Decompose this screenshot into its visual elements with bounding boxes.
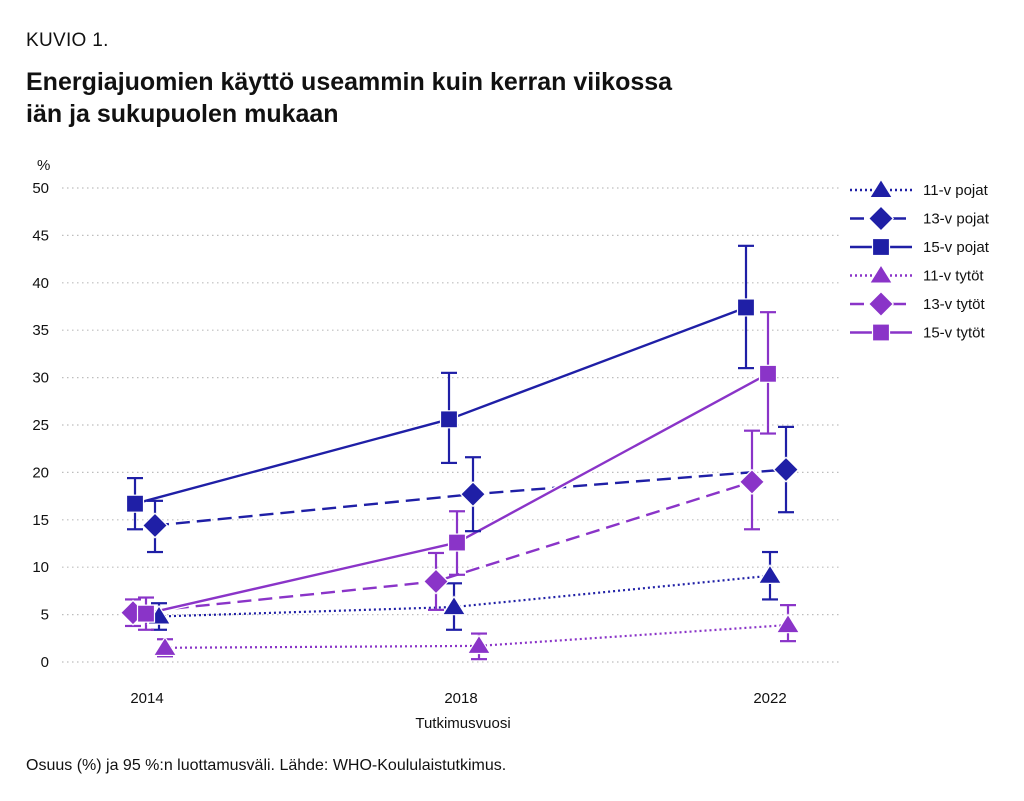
series-line-11-v-tytöt [164,623,789,649]
legend-triangle-icon [868,263,894,284]
data-point-15-v-tytöt [758,364,778,383]
data-point-13-v-tytöt [738,468,766,495]
y-tick-label: 5 [41,607,49,624]
x-tick-label: 2014 [130,690,163,707]
legend-item: 13-v tytöt [850,290,986,318]
figure-label: KUVIO 1. [26,30,109,51]
series-layer [119,244,801,661]
y-tick-label: 0 [41,654,49,671]
legend-item: 11-v pojat [850,178,989,199]
y-axis: % 0 5 10 15 20 25 30 35 40 45 50 [32,157,50,671]
data-point-15-v-tytöt [136,604,156,623]
data-point-13-v-pojat [459,481,487,508]
y-tick-label: 15 [32,512,49,529]
legend-diamond-icon [867,205,895,232]
legend-label: 15-v tytöt [923,325,986,342]
series-line-halo [134,305,747,507]
series-line-15-v-pojat [134,306,747,505]
y-tick-label: 10 [32,559,49,576]
legend-square-icon [871,323,891,342]
data-point-13-v-pojat [772,456,800,483]
legend-triangle-icon [868,178,894,199]
chart-title-line-2: iän ja sukupuolen mukaan [26,100,339,128]
y-tick-label: 40 [32,275,49,292]
legend-diamond-icon [867,290,895,318]
data-point-13-v-tytöt [422,568,450,595]
data-point-15-v-tytöt [447,533,467,552]
y-tick-label: 50 [32,180,49,197]
chart-title: Energiajuomien käyttö useammin kuin kerr… [26,66,672,130]
x-axis-title: Tutkimusvuosi [415,715,510,732]
legend: 11-v pojat 13-v pojat 15-v pojat 11-v tytöt… [850,178,990,342]
y-tick-label: 20 [32,464,49,481]
series-markers [119,298,801,657]
legend-item: 15-v tytöt [850,323,986,342]
series-line-11-v-pojat [158,574,771,618]
data-point-15-v-pojat [736,298,756,317]
series-line-halo [158,573,771,619]
x-axis: Tutkimusvuosi 2014 2018 2022 [130,690,786,732]
x-tick-label: 2022 [753,690,786,707]
legend-label: 15-v pojat [923,239,990,256]
data-point-11-v-tytöt [466,634,492,655]
legend-item: 13-v pojat [850,205,990,232]
legend-label: 11-v pojat [923,182,989,199]
chart-title-line-1: Energiajuomien käyttö useammin kuin kerr… [26,68,673,96]
y-tick-label: 45 [32,227,49,244]
y-tick-label: 30 [32,370,49,387]
data-point-11-v-tytöt [152,636,178,657]
legend-label: 13-v tytöt [923,296,986,313]
legend-item: 11-v tytöt [850,263,984,285]
y-tick-label: 25 [32,417,49,434]
data-point-11-v-pojat [441,595,467,616]
y-tick-label: 35 [32,322,49,339]
legend-item: 15-v pojat [850,237,990,257]
series-lines [132,305,789,651]
legend-label: 13-v pojat [923,211,990,228]
legend-label: 11-v tytöt [923,268,984,285]
data-point-15-v-pojat [125,494,145,513]
data-point-15-v-pojat [439,410,459,429]
data-point-13-v-pojat [141,512,169,539]
y-axis-unit-label: % [37,157,50,174]
source-note: Osuus (%) ja 95 %:n luottamusväli. Lähde… [26,757,507,774]
x-tick-label: 2018 [444,690,477,707]
legend-square-icon [871,237,891,257]
data-point-11-v-tytöt [775,613,801,634]
data-point-11-v-pojat [757,564,783,584]
